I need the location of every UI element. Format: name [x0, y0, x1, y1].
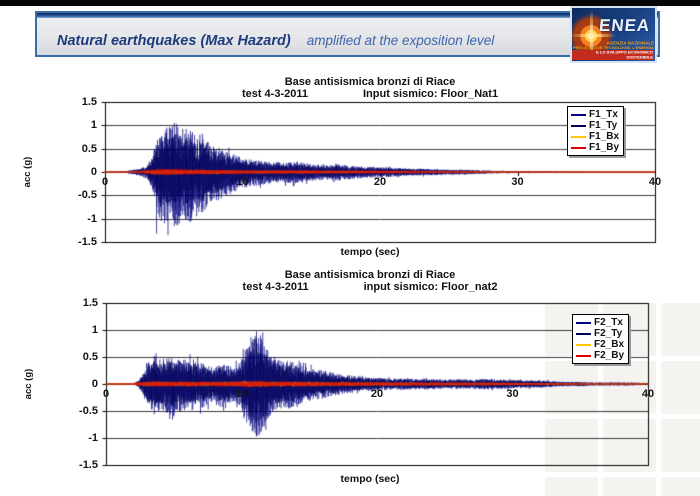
chart-1-x-axis-label: tempo (sec) [340, 246, 400, 258]
chart-2-xtick-label: 10 [235, 388, 248, 400]
enea-tagline-2: PER LE NUOVE TECNOLOGIE, L'ENERGIA [572, 45, 654, 51]
chart-2-y-axis-label: acc (g) [23, 368, 34, 400]
legend-line-swatch [571, 146, 586, 149]
chart-1-xtick-label: 10 [236, 176, 249, 188]
legend-item: F1_Bx [571, 131, 619, 142]
legend-line-swatch [576, 321, 591, 324]
chart-1-xtick-label: 30 [511, 176, 524, 188]
legend-label: F1_Bx [589, 130, 620, 142]
chart-2-x-axis-label: tempo (sec) [340, 473, 400, 485]
legend-item: F2_Tx [576, 317, 624, 328]
legend-label: F2_Tx [594, 316, 623, 328]
chart-1-xtick-label: 20 [373, 176, 387, 188]
chart-2-xtick-label: 0 [102, 388, 110, 400]
enea-wordmark: ENEA [597, 16, 652, 35]
chart-1-ytick-label: 0 [90, 166, 97, 178]
legend-line-swatch [576, 332, 591, 335]
enea-tagline-1: AGENZIA NAZIONALE [606, 40, 654, 46]
chart-2-ytick-label: -1 [88, 432, 98, 444]
chart-2-ytick-label: 1 [91, 324, 98, 336]
chart-2-legend: F2_Tx F2_Ty F2_Bx F2_By [572, 314, 630, 364]
chart-2-ytick-label: -1.5 [79, 459, 98, 471]
enea-tagline-3: E LO SVILUPPO ECONOMICO SOSTENIBILE [572, 50, 654, 60]
header-title: Natural earthquakes (Max Hazard) [57, 33, 291, 49]
legend-item: F1_By [571, 142, 619, 153]
legend-line-swatch [576, 354, 591, 357]
chart-1-legend: F1_Tx F1_Ty F1_Bx F1_By [567, 106, 625, 156]
enea-taglines: AGENZIA NAZIONALE PER LE NUOVE TECNOLOGI… [572, 40, 654, 60]
legend-label: F1_By [589, 141, 620, 153]
chart-1-ytick-label: 1 [90, 119, 97, 132]
chart-1-input-label: Input sismico: Floor_Nat1 [362, 88, 499, 100]
legend-label: F2_Bx [594, 338, 625, 350]
legend-item: F1_Tx [571, 109, 619, 120]
chart-1-ytick-label: 1.5 [81, 96, 97, 108]
chart-1-ytick-label: -0.5 [78, 189, 97, 202]
legend-label: F2_By [594, 349, 625, 361]
legend-label: F2_Ty [594, 327, 623, 339]
chart-1-title: Base antisismica bronzi di Riace [284, 76, 456, 88]
legend-label: F1_Ty [589, 119, 618, 131]
chart-2-test-label: test 4-3-2011 [242, 281, 309, 293]
legend-item: F2_By [576, 350, 624, 361]
legend-line-swatch [571, 124, 586, 127]
chart-1-test-label: test 4-3-2011 [241, 88, 308, 100]
watermark-tile [545, 477, 598, 496]
chart-1-title-block: Base antisismica bronzi di Riace test 4-… [40, 76, 700, 100]
legend-item: F2_Ty [576, 328, 624, 339]
header-subtitle: amplified at the exposition level [306, 33, 495, 48]
chart-2-xtick-label: 40 [641, 388, 655, 400]
chart-1-ytick-label: -1 [87, 212, 97, 225]
watermark-tile [661, 477, 700, 496]
chart-2-ytick-label: -0.5 [79, 405, 98, 417]
chart-2-title: Base antisismica bronzi di Riace [284, 269, 456, 281]
chart-2-ytick-label: 1.5 [82, 297, 98, 309]
chart-1-xtick-label: 0 [101, 176, 109, 188]
chart-2-title-block: Base antisismica bronzi di Riace test 4-… [40, 269, 700, 293]
chart-1-xtick-label: 40 [648, 176, 662, 188]
header-text: Natural earthquakes (Max Hazard) amplifie… [57, 32, 494, 50]
chart-2-ytick-label: 0 [91, 378, 98, 390]
header-banner: Natural earthquakes (Max Hazard) amplifie… [35, 11, 660, 57]
legend-label: F1_Tx [589, 108, 618, 120]
top-border-bar [0, 0, 700, 6]
chart-2-xtick-label: 30 [506, 388, 519, 400]
enea-logo: ENEA AGENZIA NAZIONALE PER LE NUOVE TECN… [570, 6, 657, 63]
chart-2-xtick-label: 20 [370, 388, 384, 400]
legend-line-swatch [571, 135, 586, 138]
chart-1-y-axis-label: acc (g) [22, 156, 33, 188]
chart-1-ytick-label: -1.5 [78, 236, 97, 248]
chart-2-subtitle: test 4-3-2011 input sismico: Floor_nat2 [40, 281, 700, 293]
legend-item: F1_Ty [571, 120, 619, 131]
chart-1-ytick-label: 0.5 [81, 142, 97, 155]
chart-2-ytick-label: 0.5 [82, 351, 98, 363]
chart-2-input-label: input sismico: Floor_nat2 [363, 281, 498, 293]
legend-line-swatch [576, 343, 591, 346]
legend-item: F2_Bx [576, 339, 624, 350]
watermark-tile [603, 477, 656, 496]
legend-line-swatch [571, 113, 586, 116]
chart-1-subtitle: test 4-3-2011 Input sismico: Floor_Nat1 [40, 88, 700, 100]
